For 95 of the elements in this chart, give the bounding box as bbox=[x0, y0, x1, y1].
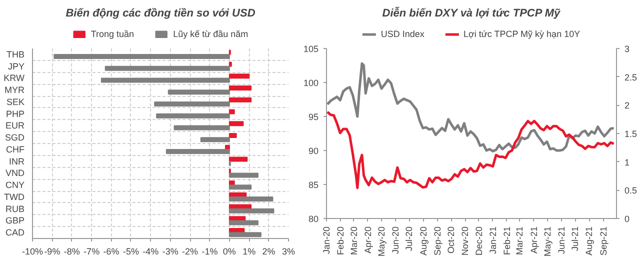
x-tick-label: Jun-21 bbox=[556, 226, 566, 254]
x-tick-label: 1% bbox=[242, 246, 256, 256]
y2-tick-label: 2.5 bbox=[624, 72, 638, 82]
bar bbox=[100, 78, 230, 83]
x-tick-label: Apr-21 bbox=[528, 226, 539, 254]
x-tick-label: 0% bbox=[222, 246, 236, 256]
x-tick-label: -9% bbox=[44, 246, 60, 256]
y2-tick-label: 2 bbox=[624, 100, 630, 111]
x-tick-label: Sep-20 bbox=[432, 226, 442, 256]
y2-tick-label: 0 bbox=[624, 214, 630, 224]
bar bbox=[228, 109, 235, 114]
y2-tick-label: 1 bbox=[624, 157, 630, 168]
x-tick-label: -3% bbox=[162, 246, 178, 256]
bar bbox=[228, 121, 244, 126]
line-series bbox=[326, 110, 616, 190]
bar bbox=[228, 232, 262, 238]
bar bbox=[104, 66, 230, 71]
bar bbox=[228, 208, 274, 214]
legend-label: Lũy kế từ đầu năm bbox=[173, 29, 248, 39]
y-tick-label: 80 bbox=[308, 214, 319, 224]
y-tick-label: PHP bbox=[6, 108, 25, 119]
bar bbox=[166, 149, 230, 154]
bar bbox=[156, 113, 230, 118]
y-tick-label: INR bbox=[9, 156, 25, 166]
y-tick-label: 100 bbox=[303, 78, 319, 88]
bar bbox=[228, 133, 237, 138]
x-tick-label: -4% bbox=[142, 246, 159, 256]
x-tick-label: Jun-20 bbox=[390, 226, 401, 254]
y-tick-label: CNY bbox=[6, 180, 25, 190]
line-series bbox=[326, 62, 616, 152]
y2-tick-label: 0.5 bbox=[624, 186, 638, 196]
y-tick-label: EUR bbox=[6, 120, 25, 131]
x-tick-label: -5% bbox=[122, 246, 139, 256]
x-tick-label: Aug-20 bbox=[418, 226, 428, 256]
bar bbox=[228, 156, 248, 162]
x-tick-label: -1% bbox=[202, 246, 218, 256]
y-tick-label: CHF bbox=[6, 144, 25, 154]
y-tick-label: MYR bbox=[4, 85, 25, 96]
x-tick-label: Feb-21 bbox=[502, 226, 512, 256]
legend-label: USD Index bbox=[380, 29, 424, 39]
x-tick-label: Nov-20 bbox=[460, 226, 470, 256]
x-tick-label: 3% bbox=[282, 246, 296, 256]
x-tick-label: -2% bbox=[182, 246, 198, 256]
y-tick-label: GBP bbox=[5, 216, 25, 226]
y2-tick-label: 3 bbox=[624, 44, 630, 54]
y-tick-label: VND bbox=[6, 168, 25, 178]
y-tick-label: JPY bbox=[8, 61, 25, 72]
x-tick-label: May-21 bbox=[542, 226, 552, 257]
bar bbox=[228, 220, 258, 226]
bar bbox=[174, 125, 230, 130]
bar bbox=[228, 216, 246, 222]
y-tick-label: 95 bbox=[308, 112, 319, 122]
bar bbox=[54, 54, 230, 59]
x-tick-label: Jan-21 bbox=[488, 226, 498, 254]
y-tick-label: 90 bbox=[308, 146, 319, 156]
x-tick-label: Jan-20 bbox=[322, 226, 332, 254]
bar bbox=[228, 86, 252, 90]
bar bbox=[228, 74, 250, 79]
bar bbox=[228, 172, 258, 178]
x-tick-label: Feb-20 bbox=[336, 226, 346, 256]
x-tick-label: May-20 bbox=[376, 226, 386, 257]
x-tick-label: 2% bbox=[262, 246, 276, 256]
y-tick-label: 105 bbox=[303, 44, 319, 54]
bar bbox=[200, 137, 230, 142]
bar bbox=[154, 102, 230, 106]
x-tick-label: Jul-20 bbox=[404, 226, 414, 252]
chart-title: Diễn biến DXY và lợi tức TPCP Mỹ bbox=[382, 6, 561, 20]
x-tick-label: Aug-21 bbox=[584, 226, 594, 256]
x-tick-label: Sep-21 bbox=[598, 226, 608, 256]
y-tick-label: TWD bbox=[4, 192, 25, 202]
y-tick-label: RUB bbox=[6, 204, 25, 214]
bar bbox=[228, 184, 252, 190]
bar bbox=[168, 90, 230, 95]
x-tick-label: Apr-20 bbox=[362, 226, 373, 254]
x-tick-label: Jul-21 bbox=[570, 226, 580, 252]
y-tick-label: 85 bbox=[308, 180, 319, 190]
bar bbox=[228, 196, 274, 202]
x-tick-label: -8% bbox=[64, 246, 80, 256]
x-tick-label: Dec-20 bbox=[474, 226, 484, 256]
x-tick-label: Oct-20 bbox=[446, 226, 456, 254]
legend-label: Lợi tức TPCP Mỹ kỳ hạn 10Y bbox=[463, 29, 580, 39]
x-tick-label: -6% bbox=[103, 246, 120, 256]
x-tick-label: -7% bbox=[84, 246, 100, 256]
y-tick-label: THB bbox=[6, 49, 24, 60]
y2-tick-label: 1.5 bbox=[624, 129, 638, 139]
x-tick-label: Mar-21 bbox=[514, 226, 525, 256]
y-tick-label: CAD bbox=[6, 228, 25, 238]
y-tick-label: SEK bbox=[6, 96, 25, 107]
legend-label: Trong tuần bbox=[90, 29, 134, 39]
chart-title: Biến động các đồng tiền so với USD bbox=[66, 8, 256, 20]
y-tick-label: SGD bbox=[4, 132, 25, 143]
x-tick-label: Mar-20 bbox=[348, 226, 359, 256]
bar bbox=[228, 97, 252, 102]
y-tick-label: KRW bbox=[4, 73, 26, 84]
x-tick-label: -10% bbox=[22, 246, 44, 256]
